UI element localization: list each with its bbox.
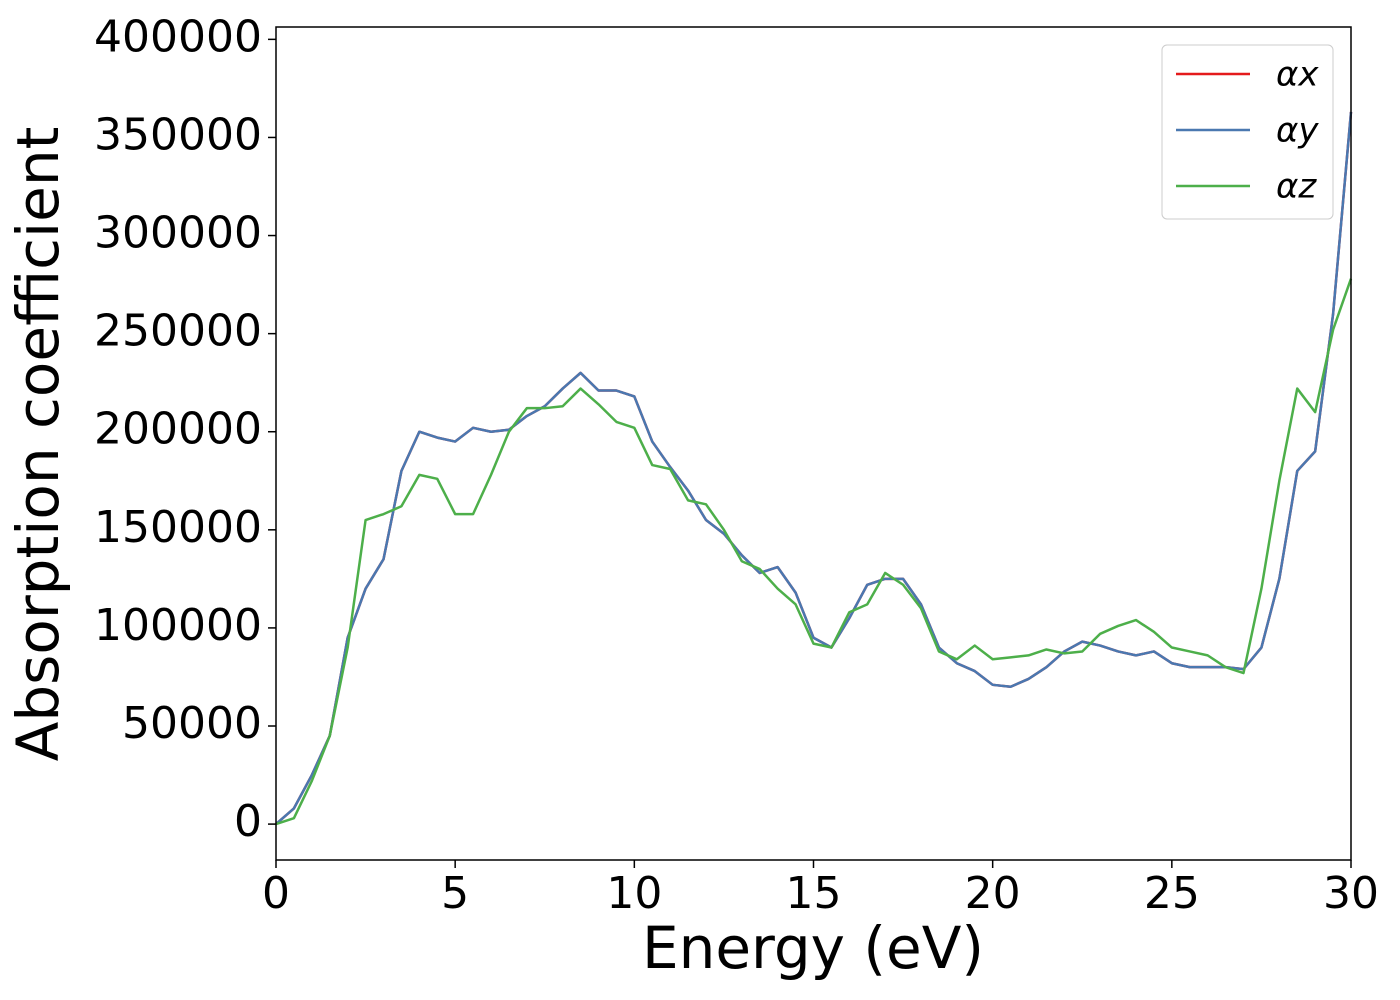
- y-tick-label: 350000: [94, 109, 262, 160]
- plot-frame: [275, 26, 1352, 861]
- x-tick-label: 20: [965, 868, 1021, 919]
- x-tick-label: 5: [441, 868, 469, 919]
- y-tick-label: 400000: [94, 11, 262, 62]
- legend-label: αy: [1276, 111, 1319, 151]
- y-tick-label: 300000: [94, 208, 262, 259]
- legend-box: [1161, 44, 1334, 220]
- x-tick-label: 25: [1144, 868, 1200, 919]
- legend-label: αx: [1276, 55, 1319, 95]
- x-tick-label: 10: [606, 868, 662, 919]
- x-tick-label: 30: [1323, 868, 1379, 919]
- y-tick-label: 250000: [94, 306, 262, 357]
- series-line: [275, 278, 1353, 826]
- x-tick-label: 15: [786, 868, 842, 919]
- x-tick-label: 0: [262, 868, 290, 919]
- legend-label: αz: [1276, 167, 1317, 207]
- y-tick-label: 150000: [94, 502, 262, 553]
- y-tick-label: 200000: [94, 404, 262, 455]
- y-tick-label: 50000: [122, 698, 262, 749]
- y-axis-label: Absorption coefficient: [4, 127, 72, 762]
- y-tick-label: 0: [234, 796, 262, 847]
- y-tick-label: 100000: [94, 600, 262, 651]
- x-axis-label: Energy (eV): [642, 914, 984, 982]
- series-line: [275, 111, 1353, 826]
